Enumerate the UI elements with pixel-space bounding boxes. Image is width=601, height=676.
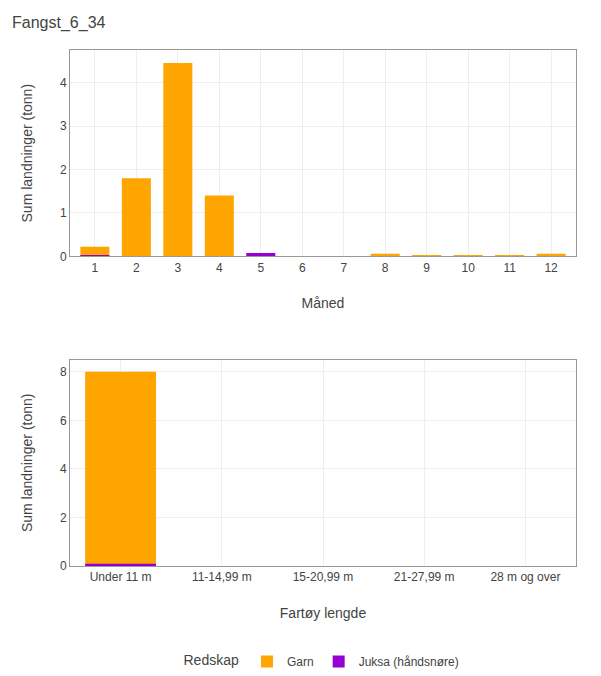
svg-text:8: 8 <box>382 261 389 275</box>
svg-text:0: 0 <box>60 250 67 264</box>
svg-text:2: 2 <box>133 261 140 275</box>
svg-text:6: 6 <box>299 261 306 275</box>
svg-text:8: 8 <box>60 365 67 379</box>
svg-text:2: 2 <box>60 511 67 525</box>
svg-text:Garn: Garn <box>287 655 314 669</box>
svg-text:9: 9 <box>423 261 430 275</box>
svg-text:0: 0 <box>60 559 67 573</box>
svg-text:6: 6 <box>60 414 67 428</box>
svg-text:Redskap: Redskap <box>184 652 239 668</box>
svg-text:21-27,99 m: 21-27,99 m <box>394 570 455 584</box>
svg-text:1: 1 <box>60 206 67 220</box>
svg-text:Sum landninger (tonn): Sum landninger (tonn) <box>19 394 35 533</box>
svg-text:4: 4 <box>216 261 223 275</box>
svg-text:28 m og over: 28 m og over <box>490 570 560 584</box>
svg-text:Måned: Måned <box>302 295 345 311</box>
svg-text:3: 3 <box>60 119 67 133</box>
svg-text:Fangst_6_34: Fangst_6_34 <box>12 14 106 32</box>
svg-text:15-20,99 m: 15-20,99 m <box>293 570 354 584</box>
svg-text:Under 11 m: Under 11 m <box>90 570 152 584</box>
svg-text:Sum landninger (tonn): Sum landninger (tonn) <box>19 84 35 223</box>
svg-text:Juksa (håndsnøre): Juksa (håndsnøre) <box>359 655 459 669</box>
svg-text:3: 3 <box>174 261 181 275</box>
svg-text:11-14,99 m: 11-14,99 m <box>192 570 252 584</box>
svg-text:1: 1 <box>92 261 99 275</box>
svg-text:12: 12 <box>544 261 558 275</box>
svg-text:7: 7 <box>340 261 347 275</box>
svg-text:5: 5 <box>257 261 264 275</box>
svg-text:10: 10 <box>461 261 475 275</box>
svg-text:4: 4 <box>60 462 67 476</box>
svg-text:Fartøy lengde: Fartøy lengde <box>280 605 367 621</box>
svg-text:4: 4 <box>60 76 67 90</box>
svg-text:11: 11 <box>503 261 516 275</box>
svg-text:2: 2 <box>60 163 67 177</box>
